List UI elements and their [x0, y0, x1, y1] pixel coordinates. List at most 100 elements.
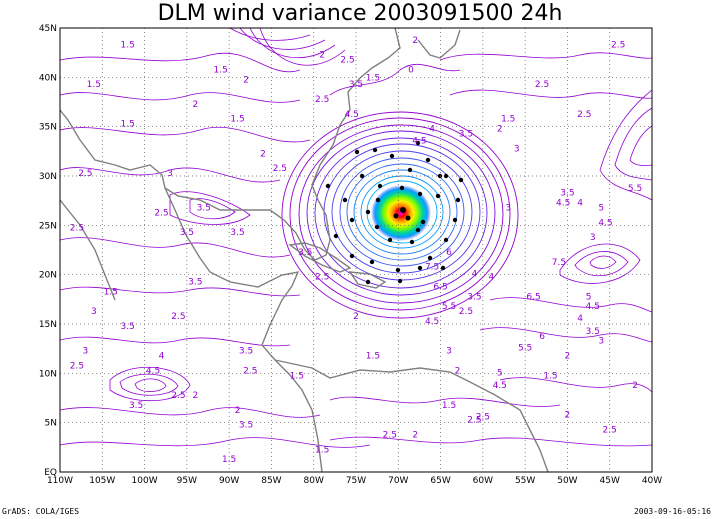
map-frame	[59, 27, 653, 473]
contour-label: 1.5	[120, 120, 134, 130]
contour-label: 2.5	[70, 223, 84, 233]
contour-label: 4	[472, 270, 478, 280]
contour-label: 6	[446, 248, 452, 258]
contour-label: 1.5	[315, 445, 329, 455]
lat-label: 25N	[39, 221, 57, 231]
lat-label: 10N	[39, 369, 57, 379]
lon-label: 45W	[600, 476, 620, 486]
lon-label: 55W	[515, 476, 535, 486]
contour-label: 2.5	[476, 413, 490, 423]
contour-label: 1.5	[120, 41, 134, 51]
lon-label: 75W	[346, 476, 366, 486]
contour-label: 2.5	[171, 312, 185, 322]
contour-label: 2	[412, 430, 418, 440]
contour-label: 4.5	[586, 302, 600, 312]
lon-label: 85W	[261, 476, 281, 486]
map-title: DLM wind variance 2003091500 24h	[158, 1, 563, 26]
contour-label: 3.5	[459, 130, 473, 140]
lat-label: 35N	[39, 123, 57, 133]
contour-label: 5	[586, 292, 592, 302]
lon-label: 95W	[177, 476, 197, 486]
contour-label: 3	[598, 337, 604, 347]
contour-label: 1.5	[501, 115, 515, 125]
lon-label: 110W	[47, 476, 73, 486]
lon-label: 100W	[132, 476, 158, 486]
contour-label: 3.5	[120, 322, 134, 332]
lat-label: 30N	[39, 172, 57, 182]
lon-label: 60W	[473, 476, 493, 486]
contour-label: 3	[91, 307, 97, 317]
contour-label: 4	[577, 314, 583, 324]
contour-label: 4.5	[146, 366, 160, 376]
contour-label: 1.5	[290, 371, 304, 381]
contour-label: 2	[192, 391, 198, 401]
lat-label: 5N	[45, 419, 57, 429]
lon-label: 40W	[642, 476, 662, 486]
lon-label: 80W	[304, 476, 324, 486]
contour-label: 2.5	[154, 208, 168, 218]
contour-label: 2.5	[78, 169, 92, 179]
lat-label: 40N	[39, 73, 57, 83]
storm-core	[371, 185, 431, 241]
contour-label: 2.5	[70, 361, 84, 371]
contour-label: 6	[539, 332, 545, 342]
coastlines	[60, 28, 549, 472]
contour-label: 2.5	[340, 56, 354, 66]
contour-label: 3.5	[467, 292, 481, 302]
contour-label: 3.5	[230, 228, 244, 238]
contour-label: 6.5	[526, 292, 540, 302]
contour-label: 2.5	[611, 41, 625, 51]
contour-label: 2.5	[459, 307, 473, 317]
contour-label: 2	[565, 411, 571, 421]
contour-label: 3	[505, 204, 511, 214]
contour-label: 2.5	[273, 164, 287, 174]
contour-label: 2.5	[315, 273, 329, 283]
contour-label: 2	[497, 125, 503, 135]
contour-label: 7.5	[552, 258, 566, 268]
contour-label: 2	[235, 406, 241, 416]
contour-label: 3	[446, 347, 452, 357]
contour-label: 4	[577, 199, 583, 209]
contour-label: 1.5	[230, 115, 244, 125]
contour-label: 0	[408, 65, 414, 75]
contour-label: 6.5	[433, 282, 447, 292]
contour-label: 3	[514, 144, 520, 154]
lat-label: EQ	[44, 468, 57, 478]
contour-label: 3.5	[586, 327, 600, 337]
contour-label: 1.5	[366, 73, 380, 83]
contour-label: 1.5	[543, 371, 557, 381]
footer-left: GrADS: COLA/IGES	[2, 507, 79, 516]
contour-label: 1.5	[87, 80, 101, 90]
observation-points	[325, 140, 464, 285]
contour-label: 2.5	[467, 416, 481, 426]
grid-lines	[60, 28, 652, 472]
contour-label: 5.5	[442, 302, 456, 312]
contour-label: 2	[632, 381, 638, 391]
contour-label: 2	[455, 366, 461, 376]
contour-label: 3	[83, 347, 89, 357]
latitude-labels: EQ 5N 10N 15N 20N 25N 30N 35N 40N 45N	[39, 24, 57, 478]
contour-label: 1.5	[442, 401, 456, 411]
lon-label: 105W	[89, 476, 115, 486]
contour-label: 2.5	[535, 80, 549, 90]
contour-label: 3.5	[129, 401, 143, 411]
contour-label: 2.5	[383, 430, 397, 440]
contour-label: 4.5	[345, 110, 359, 120]
contour-label: 1.5	[366, 352, 380, 362]
contour-label: 5.5	[628, 184, 642, 194]
contour-label: 4.5	[556, 199, 570, 209]
contour-label: 2	[260, 149, 266, 159]
contour-label: 3.5	[298, 248, 312, 258]
contour-label: 3.5	[349, 80, 363, 90]
contour-label: 2	[243, 75, 249, 85]
contour-label: 4	[488, 273, 494, 283]
contour-label: 3.5	[239, 421, 253, 431]
contour-label: 7.5	[425, 263, 439, 273]
contour-label: 2.5	[603, 426, 617, 436]
contour-label: 2	[353, 312, 359, 322]
contour-label: 2	[412, 36, 418, 46]
contour-label: 3.5	[239, 347, 253, 357]
contour-label: 2	[192, 100, 198, 110]
contour-label: 4.5	[412, 136, 426, 146]
